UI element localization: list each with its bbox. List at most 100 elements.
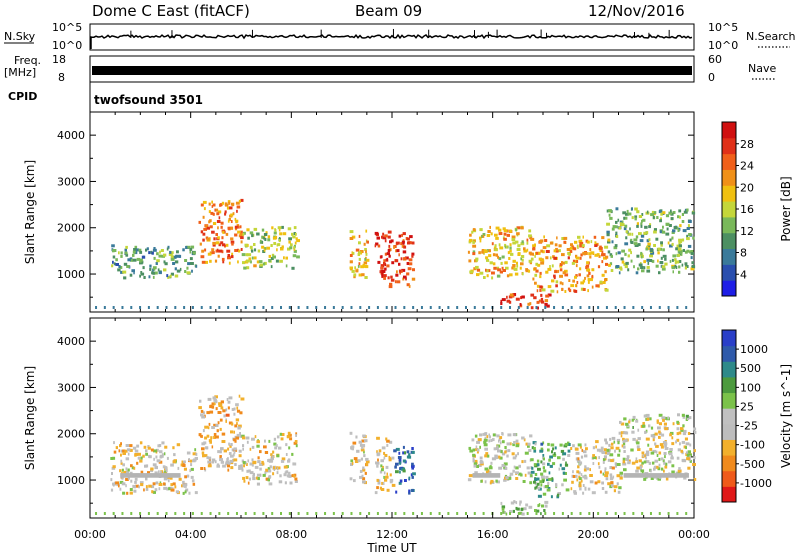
power-echo-cell (283, 256, 285, 260)
power-echo-cell (653, 228, 657, 232)
velocity-echo-cell (693, 478, 697, 481)
velocity-echo-cell (399, 470, 401, 474)
velocity-echo-cell (693, 456, 696, 460)
velocity-echo-cell (671, 470, 675, 474)
power-echo-cell (646, 231, 649, 235)
velocity-echo-cell (509, 475, 512, 479)
velocity-echo-cell (518, 464, 521, 468)
velocity-echo-cell (118, 484, 120, 488)
velocity-echo-cell (503, 467, 508, 470)
power-echo-cell (219, 203, 222, 207)
power-echo-cell (640, 266, 644, 269)
velocity-echo-cell (240, 464, 243, 468)
velocity-echo-cell (536, 459, 540, 463)
power-echo-cell (229, 206, 233, 210)
power-echo-cell (125, 245, 128, 249)
power-echo-cell (577, 246, 579, 249)
velocity-near-range-cell (385, 512, 388, 515)
power-echo-cell (665, 214, 670, 218)
power-echo-cell (618, 226, 622, 230)
velocity-echo-cell (133, 466, 136, 470)
power-echo-cell (353, 273, 357, 277)
velocity-echo-cell (201, 415, 206, 419)
power-echo-cell (490, 232, 493, 236)
power-echo-cell (276, 248, 278, 252)
velocity-echo-cell (112, 456, 116, 460)
power-echo-cell (141, 260, 144, 264)
power-echo-cell (467, 250, 470, 254)
power-echo-cell (553, 256, 557, 260)
power-echo-cell (649, 223, 652, 227)
power-echo-cell (228, 218, 231, 221)
power-echo-cell (559, 264, 563, 268)
velocity-echo-cell (238, 466, 240, 470)
velocity-echo-cell (154, 471, 158, 475)
power-echo-cell (145, 248, 148, 252)
power-echo-cell (476, 268, 481, 272)
power-echo-cell (559, 281, 562, 285)
power-echo-cell (681, 220, 685, 223)
velocity-echo-cell (122, 463, 125, 467)
velocity-echo-cell (278, 466, 281, 470)
velocity-echo-cell (611, 436, 616, 440)
power-echo-cell (528, 229, 532, 233)
velocity-echo-cell (174, 485, 177, 489)
velocity-echo-cell (602, 460, 605, 464)
velocity-echo-cell (134, 477, 138, 481)
power-echo-cell (208, 210, 211, 214)
velocity-echo-cell (388, 458, 392, 462)
power-echo-cell (230, 237, 234, 241)
power-echo-cell (571, 261, 575, 265)
velocity-echo-cell (383, 475, 385, 479)
power-echo-cell (349, 230, 354, 234)
power-echo-cell (134, 251, 138, 255)
power-echo-cell (238, 249, 241, 253)
velocity-echo-cell (483, 443, 488, 447)
power-echo-cell (587, 289, 589, 293)
velocity-echo-cell (584, 468, 587, 472)
velocity-echo-cell (222, 464, 226, 468)
power-echo-cell (285, 256, 288, 260)
power-echo-cell (224, 210, 227, 214)
velocity-echo-cell (614, 462, 617, 466)
velocity-echo-cell (383, 471, 386, 475)
power-echo-cell (262, 262, 266, 266)
power-near-range-cell (350, 306, 353, 309)
velocity-echo-cell (168, 487, 171, 491)
velocity-echo-cell (147, 446, 151, 450)
power-echo-cell (539, 271, 542, 275)
velocity-echo-cell (531, 466, 534, 470)
velocity-echo-cell (123, 470, 128, 474)
power-echo-cell (617, 251, 621, 255)
velocity-echo-cell (355, 435, 358, 439)
power-echo-cell (483, 276, 486, 279)
velocity-echo-cell (534, 473, 538, 476)
velocity-echo-cell (289, 437, 293, 441)
velocity-echo-cell (257, 456, 260, 460)
velocity-echo-cell (239, 411, 243, 415)
power-echo-cell (589, 248, 592, 252)
velocity-echo-cell (515, 477, 519, 480)
velocity-echo-cell (135, 484, 139, 488)
power-echo-cell (532, 252, 534, 256)
power-echo-cell (540, 297, 544, 301)
velocity-echo-cell (404, 479, 407, 482)
velocity-echo-cell (525, 442, 528, 446)
power-echo-cell (240, 240, 243, 244)
velocity-echo-cell (378, 449, 382, 453)
velocity-echo-cell (521, 512, 525, 516)
velocity-echo-cell (257, 477, 260, 481)
velocity-echo-cell (144, 464, 148, 468)
power-echo-cell (624, 265, 628, 269)
velocity-echo-cell (551, 477, 554, 481)
velocity-echo-cell (406, 455, 409, 459)
velocity-near-range-cell (147, 512, 150, 515)
power-echo-cell (281, 225, 284, 229)
power-echo-cell (262, 236, 265, 240)
velocity-echo-cell (534, 478, 538, 482)
velocity-echo-cell (376, 461, 380, 465)
power-echo-cell (604, 278, 607, 282)
power-echo-cell (547, 293, 552, 297)
velocity-echo-cell (595, 445, 597, 449)
velocity-echo-cell (380, 459, 384, 463)
